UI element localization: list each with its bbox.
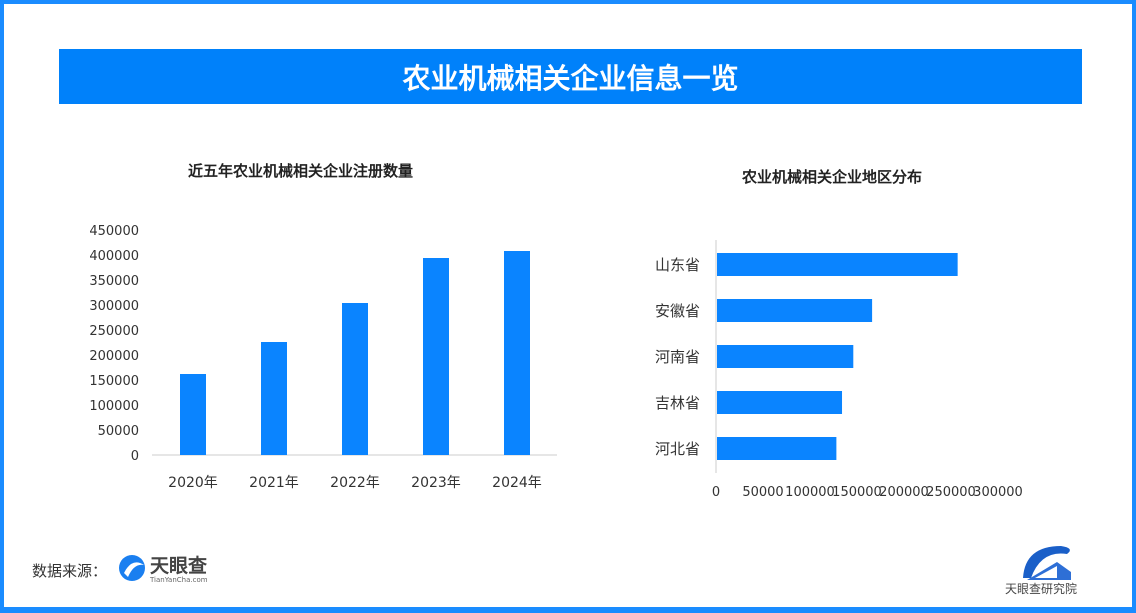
bar-安徽省: [717, 299, 873, 322]
bar-河南省: [717, 345, 854, 368]
y-tick-label: 200000: [89, 349, 139, 364]
bar-2021年: [261, 342, 287, 455]
y-tick-label: 250000: [89, 324, 139, 339]
y-tick-label: 山东省: [655, 256, 700, 274]
y-tick-label: 安徽省: [655, 302, 700, 320]
x-tick-label: 50000: [742, 485, 783, 500]
bar-山东省: [717, 253, 958, 276]
institute-logo: 天眼查研究院: [1005, 540, 1085, 599]
x-tick-label: 2020年: [168, 475, 218, 491]
y-tick-label: 150000: [89, 374, 139, 389]
y-tick-label: 300000: [89, 299, 139, 314]
x-tick-label: 150000: [832, 485, 882, 500]
x-tick-label: 2021年: [249, 475, 299, 491]
y-tick-label: 350000: [89, 274, 139, 289]
bar-2024年: [504, 251, 530, 455]
chart-title-yearly: 近五年农业机械相关企业注册数量: [188, 162, 414, 180]
x-tick-label: 300000: [973, 485, 1023, 500]
y-tick-label: 吉林省: [655, 394, 700, 412]
y-tick-label: 50000: [98, 424, 139, 439]
y-tick-label: 100000: [89, 399, 139, 414]
x-tick-label: 0: [712, 485, 720, 500]
svg-text:天眼查研究院: 天眼查研究院: [1005, 581, 1077, 595]
source-label: 数据来源：: [32, 562, 108, 580]
y-tick-label: 河北省: [655, 440, 700, 458]
bar-吉林省: [717, 391, 843, 414]
y-tick-label: 0: [131, 449, 139, 464]
bar-2023年: [423, 258, 449, 455]
x-tick-label: 250000: [926, 485, 976, 500]
y-tick-label: 河南省: [655, 348, 700, 366]
bar-2022年: [342, 303, 368, 455]
y-tick-label: 400000: [89, 249, 139, 264]
bar-河北省: [717, 437, 837, 460]
tianyancha-logo: 天眼查 TianYanCha.com: [118, 553, 228, 589]
svg-text:天眼查: 天眼查: [150, 554, 208, 577]
svg-text:TianYanCha.com: TianYanCha.com: [149, 576, 208, 584]
x-tick-label: 2024年: [492, 475, 542, 491]
y-tick-label: 450000: [89, 224, 139, 239]
bar-2020年: [180, 374, 206, 455]
x-tick-label: 200000: [879, 485, 929, 500]
chart-title-region: 农业机械相关企业地区分布: [742, 168, 923, 186]
x-tick-label: 2022年: [330, 475, 380, 491]
page-title: 农业机械相关企业信息一览: [59, 49, 1082, 104]
x-tick-label: 100000: [785, 485, 835, 500]
x-tick-label: 2023年: [411, 475, 461, 491]
